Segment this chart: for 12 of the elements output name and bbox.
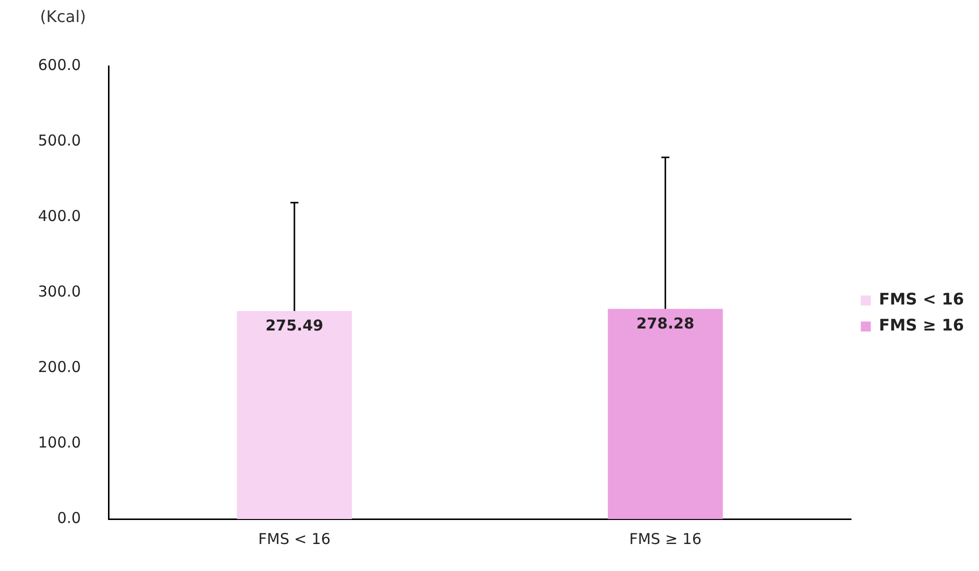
- y-tick-label: 300.0: [38, 282, 81, 300]
- data-label: 278.28: [636, 314, 694, 332]
- y-tick-label: 600.0: [38, 56, 81, 74]
- y-tick-label: 200.0: [38, 358, 81, 376]
- y-axis-title: (Kcal): [40, 7, 86, 26]
- legend-label: FMS < 16: [878, 290, 964, 309]
- legend-label: FMS ≥ 16: [878, 316, 964, 335]
- y-tick-label: 100.0: [38, 433, 81, 452]
- y-tick-label: 400.0: [38, 206, 81, 225]
- y-tick-label: 500.0: [38, 131, 81, 150]
- data-label: 275.49: [265, 316, 324, 334]
- y-tick-label: 0.0: [57, 508, 81, 527]
